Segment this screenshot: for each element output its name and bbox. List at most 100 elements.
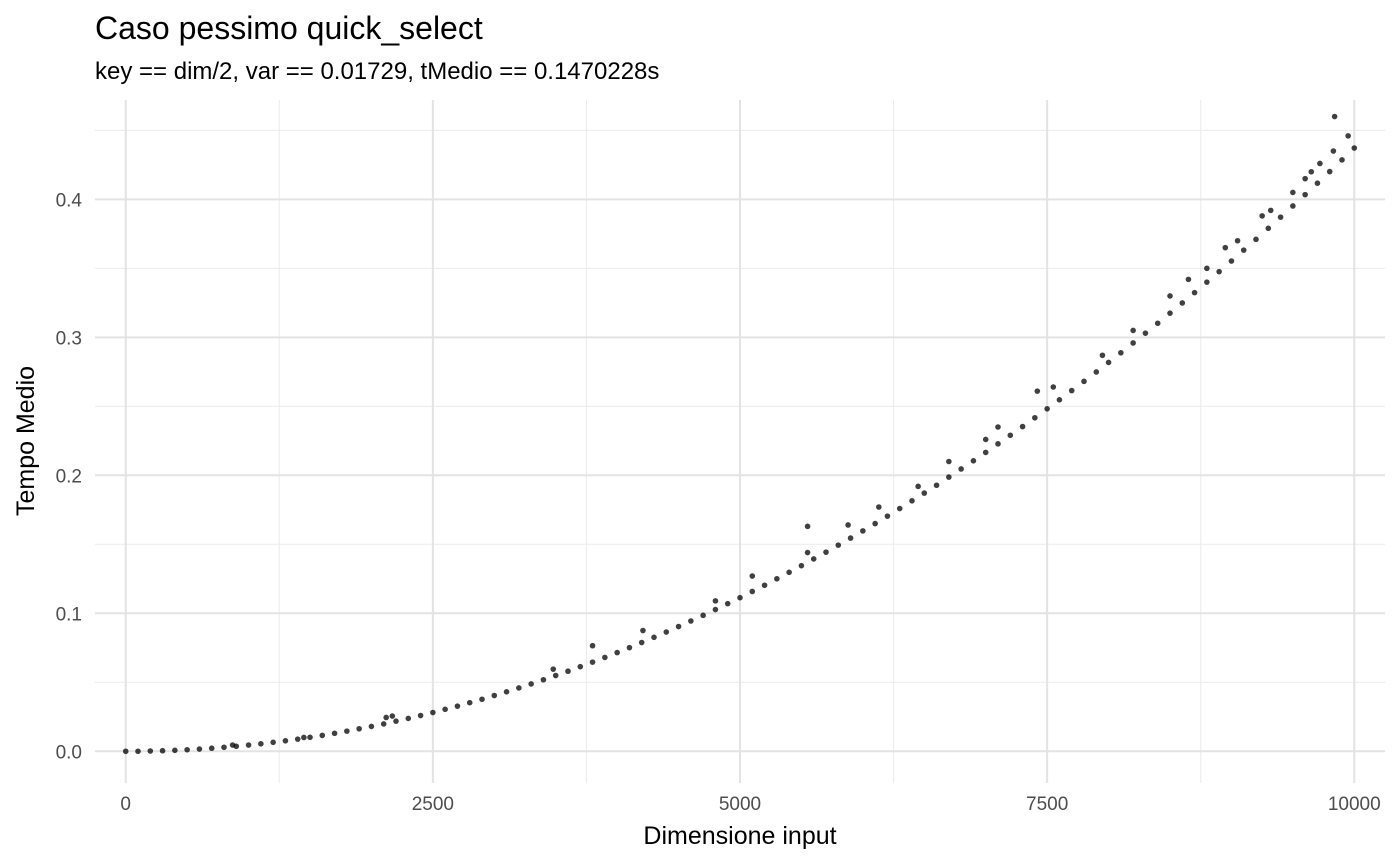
data-point	[1290, 189, 1296, 196]
data-point	[135, 748, 141, 755]
data-point	[319, 732, 326, 739]
data-point	[876, 504, 882, 510]
data-point	[389, 713, 396, 719]
data-point	[638, 639, 645, 646]
data-point	[159, 747, 166, 754]
data-point	[1330, 148, 1337, 154]
data-point	[810, 556, 817, 562]
data-point	[1099, 352, 1106, 359]
data-point	[1034, 388, 1041, 394]
y-tick-label: 0.4	[56, 190, 83, 211]
data-point	[122, 748, 129, 755]
data-point	[1167, 310, 1173, 316]
data-point	[491, 692, 498, 699]
data-point	[356, 725, 362, 732]
data-point	[1302, 191, 1308, 198]
x-tick-label: 7500	[1026, 794, 1068, 815]
data-point	[1167, 293, 1173, 299]
data-point	[1056, 397, 1063, 403]
x-axis-ticks: 0 2500 5000 7500 10000	[120, 794, 1380, 815]
data-point	[1130, 340, 1136, 346]
data-point	[614, 649, 620, 656]
data-point	[798, 562, 805, 569]
data-point	[712, 606, 719, 613]
data-point	[737, 594, 743, 601]
data-point	[712, 598, 719, 604]
data-point	[1142, 330, 1149, 336]
data-point	[221, 744, 227, 751]
data-point	[651, 634, 657, 641]
data-point	[331, 730, 338, 737]
data-point	[1191, 289, 1198, 296]
data-point	[995, 441, 1001, 447]
data-point	[1253, 236, 1259, 243]
data-point	[835, 542, 842, 548]
data-point	[516, 685, 522, 691]
data-point	[1228, 258, 1235, 264]
data-point	[1290, 203, 1296, 209]
data-point	[1032, 414, 1038, 421]
data-point	[872, 520, 878, 527]
data-point	[823, 549, 829, 555]
data-point	[1068, 387, 1075, 394]
data-point	[405, 715, 412, 722]
data-point	[1267, 207, 1274, 214]
data-point	[577, 663, 584, 670]
data-point	[589, 659, 596, 665]
data-point	[761, 582, 768, 589]
data-point	[1204, 279, 1210, 285]
data-point	[1179, 300, 1186, 306]
data-point	[1259, 213, 1265, 219]
data-point	[933, 482, 940, 489]
data-point	[344, 728, 350, 734]
data-point	[1044, 405, 1050, 412]
data-point	[1130, 327, 1136, 334]
data-point	[749, 588, 756, 595]
data-point	[1050, 384, 1057, 390]
data-point	[921, 490, 928, 496]
data-point	[442, 706, 448, 713]
data-point	[847, 535, 854, 541]
data-point	[1277, 214, 1284, 220]
data-point	[1351, 145, 1358, 151]
x-tick-label: 5000	[719, 794, 761, 815]
data-point	[845, 522, 851, 528]
data-point	[1302, 175, 1308, 182]
data-point	[786, 569, 792, 576]
data-point	[1234, 237, 1241, 244]
y-tick-label: 0.2	[56, 466, 82, 487]
data-point	[565, 668, 571, 675]
data-point	[946, 458, 952, 465]
data-point	[724, 600, 731, 607]
data-point	[1339, 157, 1345, 163]
data-point	[640, 627, 646, 634]
x-tick-label: 2500	[412, 794, 454, 815]
data-point	[995, 424, 1001, 430]
data-point	[479, 696, 485, 703]
y-tick-label: 0.3	[56, 328, 82, 349]
data-point	[958, 466, 964, 472]
data-point	[896, 505, 903, 512]
data-point	[663, 629, 670, 635]
data-point	[417, 712, 424, 719]
data-point	[1331, 113, 1338, 120]
data-point	[1081, 378, 1087, 385]
data-point	[1314, 180, 1321, 187]
data-point	[380, 721, 387, 727]
data-point	[1216, 268, 1222, 275]
data-point	[301, 734, 307, 741]
chart-title: Caso pessimo quick_select	[95, 10, 483, 46]
data-point	[982, 436, 989, 443]
data-point	[1093, 369, 1100, 375]
data-point	[1019, 423, 1026, 430]
data-point	[970, 458, 977, 464]
data-point	[915, 483, 921, 490]
data-point	[589, 642, 596, 649]
data-point	[909, 498, 915, 504]
x-tick-label: 0	[120, 794, 131, 815]
data-point	[454, 703, 461, 709]
data-point	[294, 736, 301, 742]
data-point	[804, 549, 811, 556]
x-axis-title: Dimensione input	[643, 822, 836, 850]
data-point	[602, 654, 608, 661]
